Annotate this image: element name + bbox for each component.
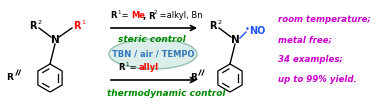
Text: steric control: steric control — [118, 36, 186, 44]
Text: 2: 2 — [217, 20, 221, 25]
Text: , R: , R — [143, 11, 156, 21]
Text: 2: 2 — [37, 20, 41, 25]
Text: up to 99% yield.: up to 99% yield. — [278, 75, 357, 84]
Text: =: = — [119, 11, 131, 21]
Text: allyl: allyl — [139, 64, 159, 72]
Text: N: N — [51, 35, 59, 45]
Text: •: • — [245, 25, 250, 34]
Text: 34 examples;: 34 examples; — [278, 56, 343, 64]
Text: R: R — [6, 74, 14, 83]
Text: 1: 1 — [125, 63, 129, 68]
Text: R: R — [118, 64, 124, 72]
Text: R: R — [29, 21, 37, 31]
Text: TBN / air / TEMPO: TBN / air / TEMPO — [112, 49, 194, 59]
Text: room temperature;: room temperature; — [278, 16, 371, 25]
Ellipse shape — [109, 39, 197, 69]
Text: R: R — [191, 74, 197, 83]
Text: NO: NO — [249, 26, 265, 36]
Text: R: R — [209, 21, 217, 31]
Text: =: = — [127, 64, 139, 72]
Text: 2: 2 — [154, 10, 158, 16]
Text: thermodynamic control: thermodynamic control — [107, 90, 226, 98]
Text: metal free;: metal free; — [278, 36, 332, 44]
Text: N: N — [231, 35, 239, 45]
Text: R: R — [73, 21, 81, 31]
Text: 1: 1 — [81, 20, 85, 25]
Text: R: R — [110, 11, 116, 21]
Text: 1: 1 — [117, 10, 121, 16]
Text: Me: Me — [131, 11, 145, 21]
Text: =alkyl, Bn: =alkyl, Bn — [157, 11, 203, 21]
